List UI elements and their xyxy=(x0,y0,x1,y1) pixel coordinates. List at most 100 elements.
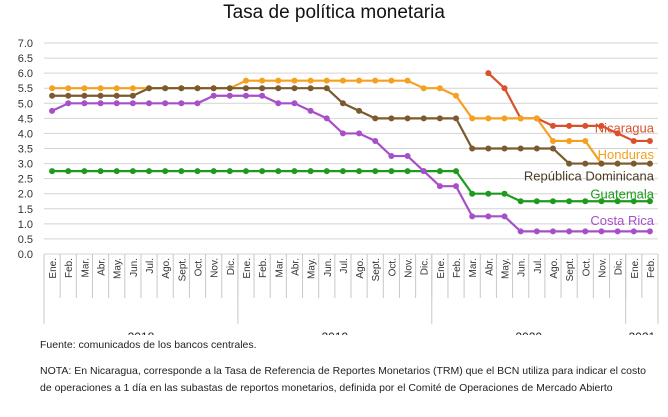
data-point xyxy=(566,160,573,167)
data-point xyxy=(65,168,72,175)
x-tick-label: Mar. xyxy=(468,258,479,277)
data-point xyxy=(307,168,314,175)
data-point xyxy=(146,85,153,92)
data-point xyxy=(194,85,201,92)
x-tick-label: May. xyxy=(501,258,512,279)
data-point xyxy=(582,160,589,167)
y-tick-label: 0.5 xyxy=(18,234,33,246)
data-point xyxy=(146,100,153,107)
data-point xyxy=(404,115,411,122)
x-tick-label: May. xyxy=(113,258,124,279)
data-point xyxy=(566,228,573,235)
data-point xyxy=(323,168,330,175)
data-point xyxy=(259,85,266,92)
data-point xyxy=(485,70,492,77)
data-point xyxy=(582,198,589,205)
data-point xyxy=(630,198,637,205)
data-point xyxy=(323,77,330,84)
data-point xyxy=(323,115,330,122)
x-tick-label: Ene. xyxy=(436,258,447,279)
x-tick-label: Feb. xyxy=(452,258,463,278)
x-tick-label: Oct. xyxy=(194,258,205,276)
data-point xyxy=(146,168,153,175)
data-point xyxy=(646,137,653,144)
data-point xyxy=(49,168,56,175)
data-point xyxy=(113,168,120,175)
data-point xyxy=(307,85,314,92)
data-point xyxy=(97,100,104,107)
data-point xyxy=(501,190,508,197)
data-point xyxy=(582,122,589,129)
data-point xyxy=(372,77,379,84)
x-tick-label: Dic. xyxy=(614,258,625,275)
data-point xyxy=(323,85,330,92)
data-point xyxy=(210,92,217,99)
y-tick-label: 1.5 xyxy=(18,204,33,216)
y-axis-ticks: 0.0 0.5 1.0 1.5 2.0 2.5 3.0 3.5 4.0 4.5 5.0 5.5 6.0 6… xyxy=(18,38,33,261)
y-tick-label: 1.0 xyxy=(18,219,33,231)
data-point xyxy=(291,85,298,92)
data-point xyxy=(275,168,282,175)
y-tick-label: 5.5 xyxy=(18,83,33,95)
line-chart: 0.0 0.5 1.0 1.5 2.0 2.5 3.0 3.5 4.0 4.5 5.0 5.5 6.0 6… xyxy=(18,38,659,335)
x-tick-label: Abr. xyxy=(97,258,108,276)
data-point xyxy=(436,168,443,175)
series-label: Guatemala xyxy=(590,187,654,202)
data-point xyxy=(614,160,621,167)
data-point xyxy=(501,85,508,92)
data-point xyxy=(549,137,556,144)
data-point xyxy=(630,228,637,235)
x-tick-label: Ene. xyxy=(48,258,59,279)
data-point xyxy=(388,168,395,175)
data-point xyxy=(646,160,653,167)
data-point xyxy=(420,115,427,122)
x-tick-label: Nov. xyxy=(404,258,415,278)
data-point xyxy=(549,145,556,152)
data-point xyxy=(259,77,266,84)
series-guatemala xyxy=(49,168,653,205)
data-point xyxy=(356,77,363,84)
y-tick-label: 6.0 xyxy=(18,68,33,80)
data-point xyxy=(259,92,266,99)
data-point xyxy=(388,115,395,122)
data-point xyxy=(388,153,395,160)
data-point xyxy=(113,92,120,99)
data-point xyxy=(81,168,88,175)
data-point xyxy=(49,85,56,92)
data-point xyxy=(453,115,460,122)
year-label: 2020 xyxy=(515,330,542,335)
y-tick-label: 2.0 xyxy=(18,189,33,201)
series-label: Costa Rica xyxy=(590,213,654,228)
x-tick-label: Ene. xyxy=(630,258,641,279)
data-point xyxy=(549,122,556,129)
data-point xyxy=(436,183,443,190)
x-tick-label: Feb. xyxy=(646,258,657,278)
x-tick-label: Abr. xyxy=(290,258,301,276)
data-point xyxy=(210,168,217,175)
data-point xyxy=(129,92,136,99)
x-tick-label: Ago. xyxy=(161,258,172,279)
data-point xyxy=(646,228,653,235)
data-point xyxy=(113,100,120,107)
data-point xyxy=(501,115,508,122)
data-point xyxy=(630,160,637,167)
x-tick-label: Nov. xyxy=(210,258,221,278)
x-tick-label: Nov. xyxy=(597,258,608,278)
data-point xyxy=(97,168,104,175)
data-point xyxy=(49,107,56,114)
data-point xyxy=(65,85,72,92)
data-point xyxy=(517,145,524,152)
data-point xyxy=(566,122,573,129)
data-point xyxy=(129,100,136,107)
x-tick-label: Sept. xyxy=(371,258,382,281)
data-point xyxy=(598,160,605,167)
data-point xyxy=(178,100,185,107)
data-point xyxy=(178,168,185,175)
data-point xyxy=(582,137,589,144)
data-point xyxy=(404,168,411,175)
y-tick-label: 4.5 xyxy=(18,113,33,125)
y-tick-label: 3.5 xyxy=(18,144,33,156)
data-point xyxy=(242,77,249,84)
series-honduras xyxy=(49,77,653,167)
data-point xyxy=(194,168,201,175)
